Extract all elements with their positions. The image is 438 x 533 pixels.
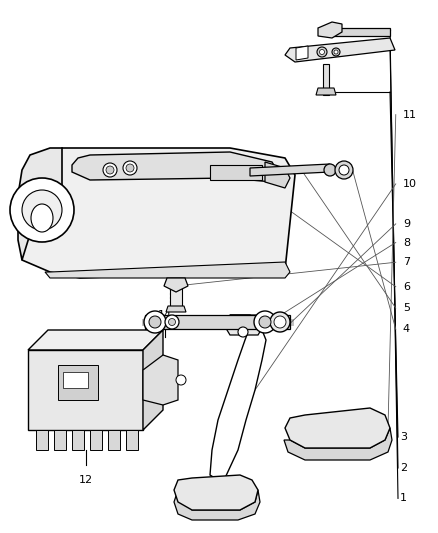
Polygon shape bbox=[54, 430, 66, 450]
Polygon shape bbox=[28, 350, 143, 430]
Polygon shape bbox=[45, 262, 290, 278]
Circle shape bbox=[274, 316, 286, 328]
Polygon shape bbox=[296, 46, 308, 60]
Text: 10: 10 bbox=[403, 179, 417, 189]
Ellipse shape bbox=[31, 204, 53, 232]
Polygon shape bbox=[174, 475, 258, 510]
Text: 6: 6 bbox=[403, 282, 410, 292]
Circle shape bbox=[123, 161, 137, 175]
Polygon shape bbox=[108, 430, 120, 450]
Circle shape bbox=[259, 316, 271, 328]
Text: 1: 1 bbox=[400, 494, 407, 503]
Circle shape bbox=[335, 161, 353, 179]
Circle shape bbox=[332, 48, 340, 56]
Polygon shape bbox=[265, 162, 290, 188]
Polygon shape bbox=[284, 428, 392, 460]
Polygon shape bbox=[63, 372, 88, 388]
Circle shape bbox=[339, 165, 349, 175]
Text: 14: 14 bbox=[158, 310, 172, 320]
Polygon shape bbox=[90, 430, 102, 450]
Text: 2: 2 bbox=[400, 463, 407, 473]
Circle shape bbox=[22, 190, 62, 230]
Polygon shape bbox=[316, 88, 336, 95]
Polygon shape bbox=[72, 430, 84, 450]
Circle shape bbox=[254, 311, 276, 333]
Polygon shape bbox=[72, 152, 278, 182]
Polygon shape bbox=[145, 315, 290, 329]
Polygon shape bbox=[174, 490, 260, 520]
Text: 3: 3 bbox=[400, 432, 407, 442]
Polygon shape bbox=[250, 164, 330, 176]
Circle shape bbox=[103, 163, 117, 177]
Text: 8: 8 bbox=[403, 238, 410, 247]
Polygon shape bbox=[143, 355, 178, 405]
Circle shape bbox=[126, 164, 134, 172]
Polygon shape bbox=[332, 28, 390, 36]
Polygon shape bbox=[36, 430, 48, 450]
Polygon shape bbox=[170, 278, 182, 306]
Text: 5: 5 bbox=[403, 303, 410, 313]
Polygon shape bbox=[58, 365, 98, 400]
Circle shape bbox=[270, 312, 290, 332]
Polygon shape bbox=[318, 22, 342, 38]
Circle shape bbox=[319, 50, 325, 54]
Polygon shape bbox=[210, 315, 266, 480]
Polygon shape bbox=[28, 330, 163, 350]
Circle shape bbox=[324, 164, 336, 176]
Polygon shape bbox=[126, 430, 138, 450]
Circle shape bbox=[144, 311, 166, 333]
Polygon shape bbox=[166, 306, 186, 312]
Circle shape bbox=[176, 375, 186, 385]
Circle shape bbox=[106, 166, 114, 174]
Circle shape bbox=[10, 178, 74, 242]
Polygon shape bbox=[285, 408, 390, 448]
Polygon shape bbox=[210, 165, 262, 180]
Polygon shape bbox=[18, 148, 62, 260]
Polygon shape bbox=[164, 278, 188, 292]
Text: 4: 4 bbox=[403, 325, 410, 334]
Polygon shape bbox=[224, 315, 264, 335]
Text: 7: 7 bbox=[403, 257, 410, 267]
Circle shape bbox=[149, 316, 161, 328]
Circle shape bbox=[238, 327, 248, 337]
Polygon shape bbox=[323, 64, 329, 95]
Text: 12: 12 bbox=[78, 475, 92, 485]
Circle shape bbox=[169, 319, 176, 326]
Text: 11: 11 bbox=[403, 110, 417, 119]
Polygon shape bbox=[18, 148, 295, 278]
Circle shape bbox=[165, 315, 179, 329]
Circle shape bbox=[317, 47, 327, 57]
Text: 9: 9 bbox=[403, 219, 410, 229]
Polygon shape bbox=[143, 330, 163, 430]
Circle shape bbox=[334, 50, 338, 54]
Polygon shape bbox=[285, 38, 395, 62]
